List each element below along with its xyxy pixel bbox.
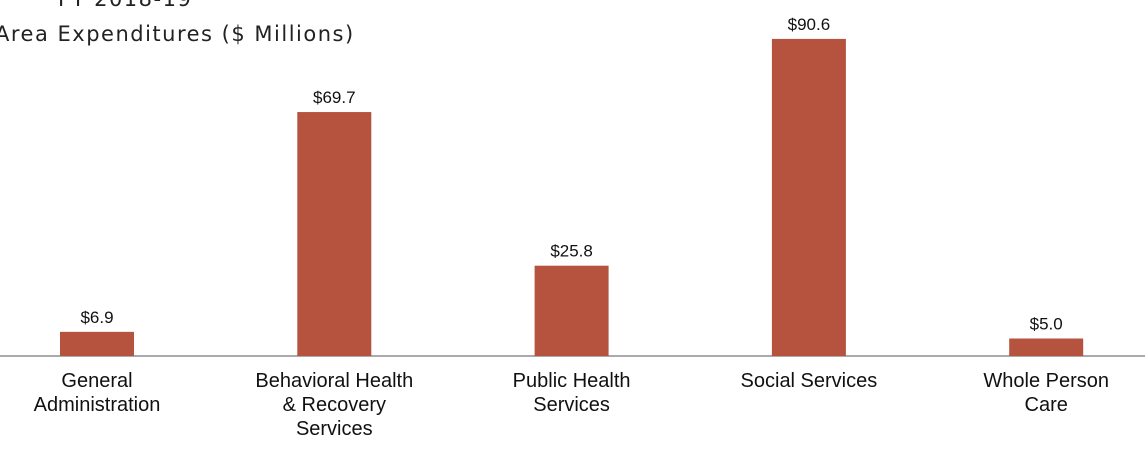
x-tick-label: Behavioral Health & Recovery Services xyxy=(255,370,414,440)
x-tick-label: Social Services xyxy=(740,370,878,392)
bar xyxy=(771,38,846,357)
x-tick-label: Public Health Services xyxy=(512,370,631,416)
bar xyxy=(60,331,134,356)
bar xyxy=(297,112,372,356)
bar xyxy=(534,265,609,356)
x-tick-label: Whole Person Care xyxy=(983,370,1109,416)
value-label: $5.0 xyxy=(1030,315,1063,334)
value-label: $69.7 xyxy=(313,88,356,107)
chart-title: FY 2018-19 xyxy=(58,0,192,11)
value-label: $6.9 xyxy=(80,308,113,327)
bar xyxy=(1009,338,1084,356)
value-label: $25.8 xyxy=(550,242,593,261)
chart-subtitle: Area Expenditures ($ Millions) xyxy=(0,22,355,46)
value-label: $90.6 xyxy=(788,15,831,34)
x-tick-label: General Administration xyxy=(33,370,161,416)
